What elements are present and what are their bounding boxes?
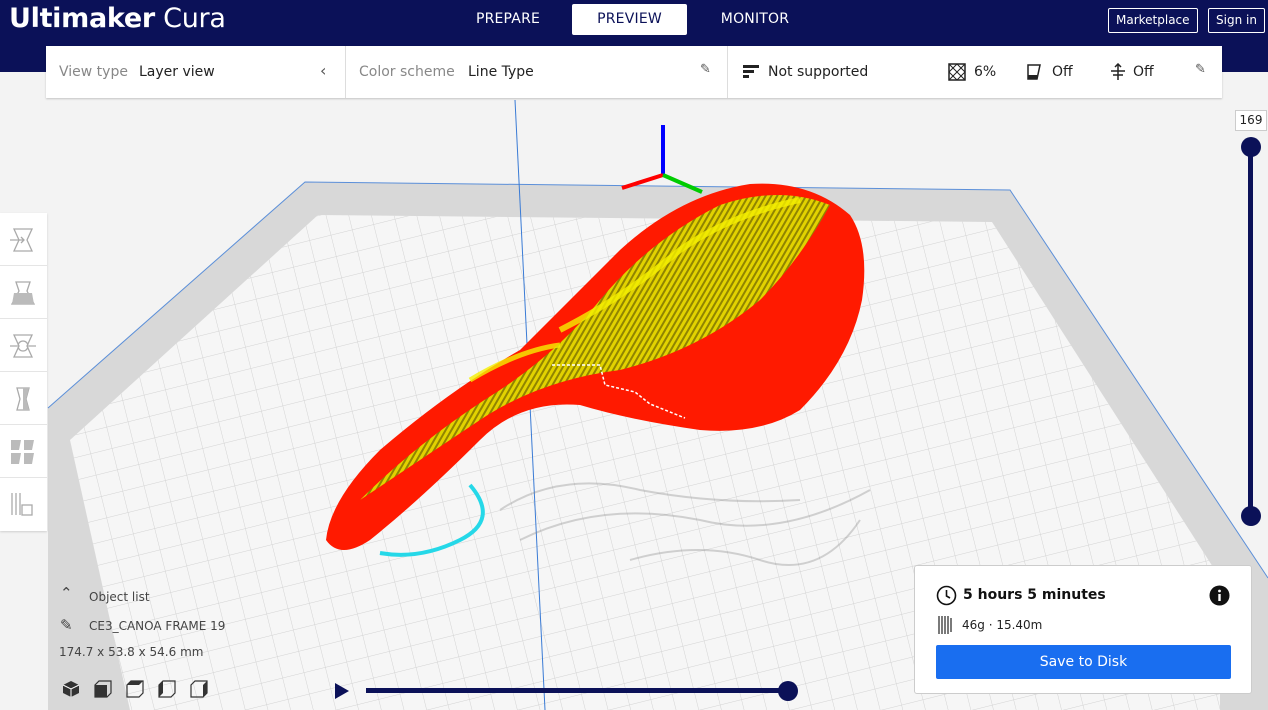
skirt-line <box>379 483 485 557</box>
layer-slider-track[interactable] <box>1248 146 1253 516</box>
view-left-icon[interactable] <box>158 680 176 702</box>
per-model-settings-button[interactable] <box>0 425 47 478</box>
print-time: 5 hours 5 minutes <box>963 587 1106 603</box>
print-info-panel: 5 hours 5 minutes 46g · 15.40m Save to D… <box>914 565 1252 694</box>
view-3d-icon[interactable] <box>62 680 80 702</box>
plate-logo <box>499 482 871 566</box>
move-tool-button[interactable] <box>0 213 47 266</box>
color-scheme-value: Line Type <box>468 64 534 80</box>
material-usage: 46g · 15.40m <box>962 618 1043 632</box>
view-front-icon[interactable] <box>94 680 112 702</box>
scale-icon <box>10 281 36 305</box>
play-icon <box>335 683 349 699</box>
save-to-disk-button[interactable]: Save to Disk <box>936 645 1231 679</box>
adhesion-icon <box>1025 63 1043 85</box>
object-list-label: Object list <box>89 590 150 604</box>
chevron-left-icon[interactable]: ‹ <box>320 61 327 80</box>
infill-icon <box>948 63 966 85</box>
logo-bold: Ultimaker <box>9 3 155 34</box>
app-logo: Ultimaker Cura <box>9 3 226 34</box>
rotate-tool-button[interactable] <box>0 319 47 372</box>
adhesion-value: Off <box>1052 64 1073 80</box>
move-icon <box>10 228 34 252</box>
per-model-settings-icon <box>11 440 34 464</box>
view-toolbar: View type Layer view ‹ Color scheme Line… <box>46 46 1222 98</box>
y-axis <box>662 173 703 194</box>
support-structure-icon <box>1109 62 1127 85</box>
object-dimensions: 174.7 x 53.8 x 54.6 mm <box>59 645 204 659</box>
view-type-value: Layer view <box>139 64 215 80</box>
clock-icon <box>936 585 957 610</box>
info-icon[interactable] <box>1209 585 1230 610</box>
path-slider-track[interactable] <box>366 688 790 693</box>
infill-value: 6% <box>974 64 997 80</box>
model-infill <box>360 195 830 500</box>
path-slider-handle[interactable] <box>778 681 798 701</box>
mirror-tool-button[interactable] <box>0 372 47 425</box>
build-volume-outline <box>47 181 1268 579</box>
support-status: Not supported <box>768 64 869 80</box>
scale-tool-button[interactable] <box>0 266 47 319</box>
pencil-icon[interactable]: ✎ <box>700 62 711 77</box>
color-scheme-selector[interactable]: Color scheme Line Type ✎ <box>346 46 728 98</box>
marketplace-button[interactable]: Marketplace <box>1108 8 1198 33</box>
layer-slider-lower-handle[interactable] <box>1241 506 1261 526</box>
current-layer-outline <box>552 364 686 419</box>
support-list-icon <box>743 64 759 84</box>
pencil-icon[interactable]: ✎ <box>1195 62 1206 77</box>
support-off-value: Off <box>1133 64 1154 80</box>
layer-slider-upper-handle[interactable] <box>1241 137 1261 157</box>
view-top-icon[interactable] <box>126 680 144 702</box>
pencil-icon: ✎ <box>60 616 73 634</box>
object-name: CE3_CANOA FRAME 19 <box>89 619 226 633</box>
tab-monitor[interactable]: MONITOR <box>720 11 790 27</box>
view-type-label: View type <box>59 64 128 80</box>
3d-viewport[interactable] <box>0 72 1268 710</box>
view-type-selector[interactable]: View type Layer view ‹ <box>46 46 346 98</box>
print-settings-summary[interactable]: Not supported 6% Off Off ✎ <box>728 46 1222 98</box>
x-axis <box>621 173 664 190</box>
mirror-icon <box>16 387 30 411</box>
tool-panel <box>0 213 47 531</box>
tab-prepare[interactable]: PREPARE <box>475 11 541 27</box>
rotate-icon <box>10 334 36 358</box>
logo-light: Cura <box>163 3 226 34</box>
play-button[interactable] <box>334 682 350 704</box>
sign-in-button[interactable]: Sign in <box>1208 8 1265 33</box>
support-blocker-button[interactable] <box>0 478 47 531</box>
view-right-icon[interactable] <box>190 680 208 702</box>
color-scheme-label: Color scheme <box>359 64 455 80</box>
support-blocker-icon <box>11 493 33 516</box>
tab-preview[interactable]: PREVIEW <box>572 4 687 35</box>
spool-icon <box>937 615 955 639</box>
chevron-up-icon: ⌃ <box>60 584 73 602</box>
current-layer-badge[interactable]: 169 <box>1235 110 1267 131</box>
scene-canvas <box>0 72 1268 710</box>
